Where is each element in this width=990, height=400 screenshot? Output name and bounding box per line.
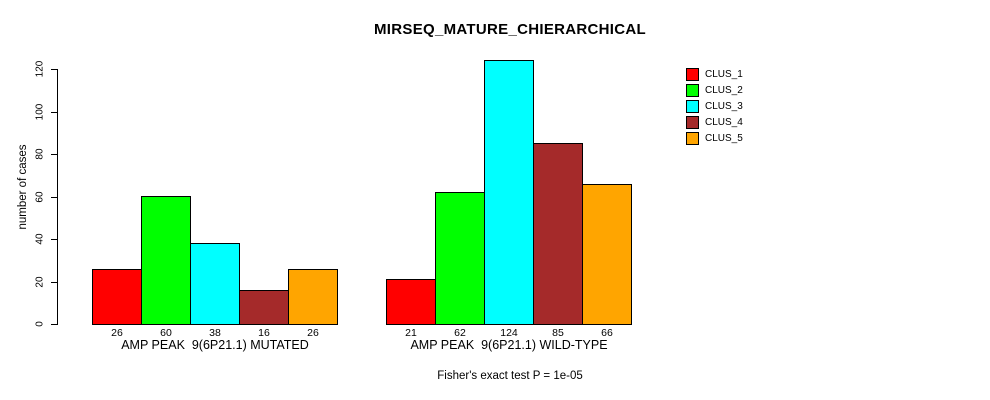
y-tick xyxy=(51,197,57,198)
legend: CLUS_1 CLUS_2 CLUS_3 CLUS_4 CLUS_5 xyxy=(686,66,743,146)
bar-clus_2-group2 xyxy=(435,192,485,325)
bar-clus_2-group1 xyxy=(141,196,191,325)
bar-clus_3-group1 xyxy=(190,243,240,325)
bar-value-label: 16 xyxy=(258,327,270,339)
bar-value-label: 26 xyxy=(111,327,123,339)
y-tick-label-text: 120 xyxy=(34,60,46,78)
bar-value-label: 124 xyxy=(500,327,518,339)
y-tick xyxy=(51,324,57,325)
legend-item-clus_2: CLUS_2 xyxy=(686,82,743,98)
y-axis-line xyxy=(57,69,58,325)
legend-label: CLUS_2 xyxy=(705,84,743,96)
bar-clus_4-group2 xyxy=(533,143,583,325)
bar-value-label: 66 xyxy=(601,327,613,339)
bar-value-label: 21 xyxy=(405,327,417,339)
y-tick xyxy=(51,69,57,70)
y-tick-label-text: 20 xyxy=(34,276,46,288)
y-tick-label-text: 60 xyxy=(34,191,46,203)
bar-clus_5-group2 xyxy=(582,184,632,325)
x-group-label: AMP PEAK 9(6P21.1) WILD-TYPE xyxy=(410,338,608,352)
y-tick xyxy=(51,154,57,155)
legend-label: CLUS_1 xyxy=(705,68,743,80)
y-tick-label-text: 80 xyxy=(34,148,46,160)
legend-swatch-icon xyxy=(686,131,699,145)
legend-label: CLUS_4 xyxy=(705,116,743,128)
bar-clus_3-group2 xyxy=(484,60,534,325)
legend-label: CLUS_5 xyxy=(705,132,743,144)
y-tick-label-text: 0 xyxy=(34,321,46,327)
bar-clus_4-group1 xyxy=(239,290,289,325)
legend-item-clus_5: CLUS_5 xyxy=(686,130,743,146)
legend-item-clus_4: CLUS_4 xyxy=(686,114,743,130)
y-tick xyxy=(51,239,57,240)
legend-swatch-icon xyxy=(686,67,699,81)
y-tick xyxy=(51,112,57,113)
legend-swatch-icon xyxy=(686,83,699,97)
bar-clus_1-group2 xyxy=(386,279,436,325)
bar-value-label: 26 xyxy=(307,327,319,339)
stat-test-caption: Fisher's exact test P = 1e-05 xyxy=(437,370,583,382)
legend-swatch-icon xyxy=(686,99,699,113)
bar-value-label: 62 xyxy=(454,327,466,339)
bar-value-label: 60 xyxy=(160,327,172,339)
bar-value-label: 85 xyxy=(552,327,564,339)
bar-value-label: 38 xyxy=(209,327,221,339)
legend-item-clus_3: CLUS_3 xyxy=(686,98,743,114)
legend-label: CLUS_3 xyxy=(705,100,743,112)
y-tick xyxy=(51,282,57,283)
x-group-label: AMP PEAK 9(6P21.1) MUTATED xyxy=(121,338,309,352)
bar-clus_1-group1 xyxy=(92,269,142,325)
chart-title: MIRSEQ_MATURE_CHIERARCHICAL xyxy=(374,21,646,38)
legend-swatch-icon xyxy=(686,115,699,129)
y-tick-label-text: 40 xyxy=(34,233,46,245)
y-tick-label-text: 100 xyxy=(34,103,46,121)
bar-clus_5-group1 xyxy=(288,269,338,325)
legend-item-clus_1: CLUS_1 xyxy=(686,66,743,82)
